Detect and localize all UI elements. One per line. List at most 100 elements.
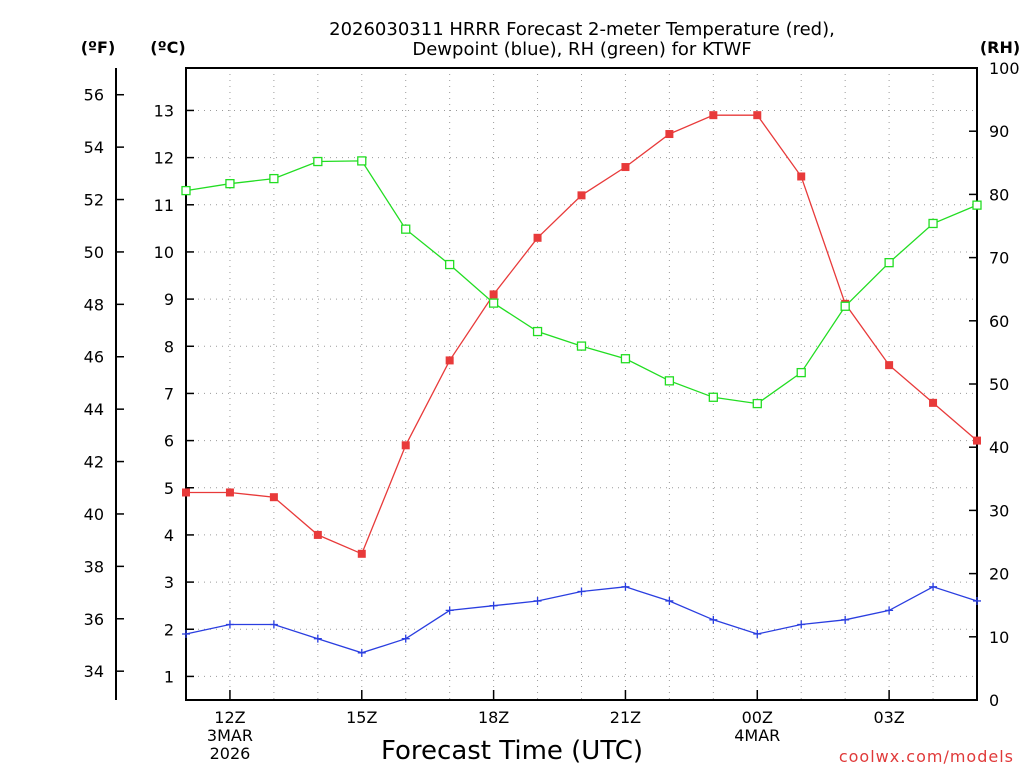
fahrenheit-tick-label: 48 (84, 295, 104, 314)
temperature-point (929, 398, 938, 407)
rh-point (401, 224, 411, 234)
dewpoint-point (225, 620, 234, 629)
rh-point (181, 185, 191, 196)
rh-axis-unit: (RH) (980, 38, 1020, 57)
temperature-point (973, 436, 981, 445)
series-layer (181, 111, 982, 657)
x-tick-label: 3MAR (207, 726, 253, 745)
celsius-tick-label: 3 (164, 573, 174, 592)
plot-frame (185, 67, 978, 701)
celsius-tick-label: 11 (154, 196, 174, 215)
fahrenheit-axis-unit: (ºF) (81, 38, 116, 57)
temperature-point (577, 191, 586, 200)
temperature-point (885, 361, 894, 370)
chart-title-line-1: 2026030311 HRRR Forecast 2-meter Tempera… (329, 19, 835, 40)
rh-point (269, 173, 279, 184)
rh-point (576, 341, 587, 351)
dewpoint-point (577, 587, 586, 596)
fahrenheit-tick-label: 56 (84, 86, 104, 105)
dewpoint-point (182, 629, 190, 638)
rh-tick-label: 0 (989, 691, 999, 710)
chart-title: 2026030311 HRRR Forecast 2-meter Tempera… (329, 19, 835, 60)
rh-tick-label: 30 (989, 501, 1009, 520)
celsius-tick-label: 8 (164, 337, 174, 356)
temperature-point (182, 488, 190, 497)
fahrenheit-tick-label: 38 (84, 557, 104, 576)
x-tick-label: 4MAR (734, 726, 780, 745)
rh-tick-label: 40 (989, 438, 1009, 457)
rh-point (664, 376, 675, 386)
celsius-tick-label: 9 (164, 290, 174, 309)
temperature-point (401, 441, 410, 450)
fahrenheit-tick-label: 54 (84, 138, 104, 157)
temperature-point (225, 488, 234, 497)
rh-tick-label: 100 (989, 59, 1020, 78)
rh-point (225, 179, 235, 189)
temperature-point (665, 130, 674, 139)
fahrenheit-tick-label: 34 (84, 662, 104, 681)
temperature-point (269, 493, 278, 502)
dewpoint-point (445, 606, 454, 615)
dewpoint-point (401, 634, 410, 643)
temperature-point (445, 356, 454, 365)
chart-title-line-2: Dewpoint (blue), RH (green) for KTWF (412, 39, 751, 60)
dewpoint-point (533, 596, 542, 605)
dewpoint-point (621, 582, 630, 591)
dewpoint-point (797, 620, 806, 629)
fahrenheit-tick-label: 52 (84, 191, 104, 210)
dewpoint-point (665, 596, 674, 605)
rh-tick-label: 90 (989, 122, 1009, 141)
dewpoint-point (313, 634, 322, 643)
temperature-point (797, 172, 806, 181)
temperature-point (753, 111, 762, 120)
celsius-tick-label: 4 (164, 526, 174, 545)
celsius-tick-label: 1 (164, 667, 174, 686)
celsius-axis-unit: (ºC) (150, 38, 185, 57)
x-tick-label: 15Z (346, 708, 377, 727)
fahrenheit-tick-label: 40 (84, 505, 104, 524)
celsius-tick-label: 12 (154, 149, 174, 168)
x-tick-label: 2026 (210, 744, 251, 763)
dewpoint-point (885, 606, 894, 615)
dewpoint-point (269, 620, 278, 629)
celsius-tick-label: 7 (164, 384, 174, 403)
celsius-tick-label: 2 (164, 620, 174, 639)
celsius-tick-label: 5 (164, 479, 174, 498)
rh-point (708, 392, 718, 402)
rh-point (884, 258, 894, 268)
rh-point (313, 156, 323, 167)
temperature-point (709, 111, 718, 120)
rh-point (840, 301, 850, 311)
rh-point (532, 326, 543, 337)
temperature-point (357, 549, 366, 558)
fahrenheit-tick-label: 50 (84, 243, 104, 262)
x-tick-label: 12Z (214, 708, 245, 727)
temperature-point (621, 163, 630, 172)
rh-tick-label: 70 (989, 249, 1009, 268)
temperature-point (313, 530, 322, 539)
fahrenheit-tick-label: 46 (84, 348, 104, 367)
dewpoint-point (973, 596, 981, 605)
rh-point (620, 354, 631, 364)
credit-text: coolwx.com/models (839, 747, 1014, 766)
rh-tick-label: 80 (989, 185, 1009, 204)
temperature-point (533, 233, 542, 242)
celsius-tick-label: 13 (154, 101, 174, 120)
fahrenheit-tick-label: 42 (84, 453, 104, 472)
dewpoint-point (489, 601, 498, 610)
celsius-tick-label: 6 (164, 432, 174, 451)
celsius-tick-label: 10 (154, 243, 174, 262)
grid (186, 68, 977, 700)
fahrenheit-tick-label: 36 (84, 610, 104, 629)
x-tick-label: 03Z (873, 708, 904, 727)
x-tick-label: 00Z (742, 708, 773, 727)
rh-point (752, 398, 762, 409)
rh-point (796, 367, 806, 378)
rh-point (488, 298, 499, 308)
rh-tick-label: 60 (989, 312, 1009, 331)
rh-point (928, 218, 938, 229)
temperature-point (489, 290, 498, 299)
dewpoint-point (709, 615, 718, 624)
dewpoint-point (753, 629, 762, 638)
